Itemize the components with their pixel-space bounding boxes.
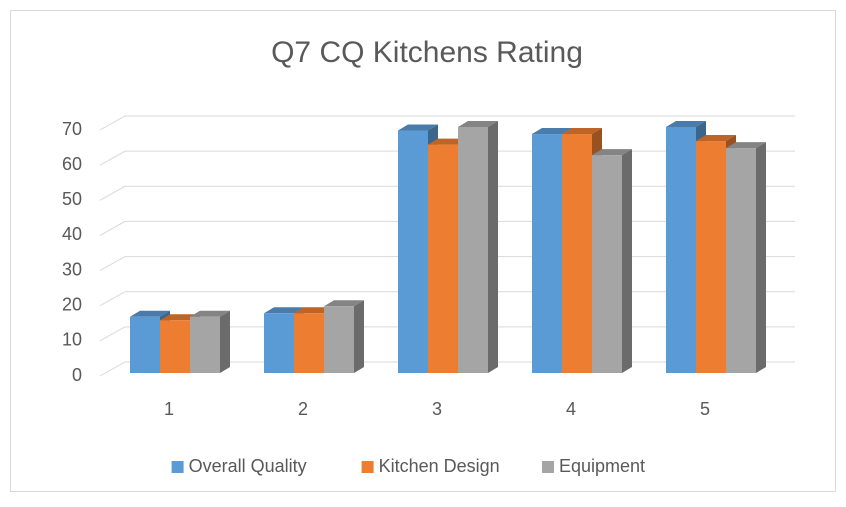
y-tick-label: 10 bbox=[62, 330, 82, 350]
x-tick-label: 3 bbox=[432, 399, 442, 419]
bar-top bbox=[264, 307, 304, 314]
bar-side bbox=[622, 149, 632, 373]
legend-label: Overall Quality bbox=[189, 456, 307, 476]
bar-side bbox=[220, 310, 230, 373]
bar-top bbox=[130, 310, 170, 317]
bar bbox=[592, 155, 622, 373]
bar bbox=[130, 316, 160, 373]
bar bbox=[726, 148, 756, 373]
y-tick-label: 60 bbox=[62, 154, 82, 174]
legend-label: Kitchen Design bbox=[379, 456, 500, 476]
y-tick-label: 50 bbox=[62, 189, 82, 209]
bar-top bbox=[398, 124, 438, 131]
bar-top bbox=[592, 149, 632, 156]
x-tick-label: 2 bbox=[298, 399, 308, 419]
chart-title: Q7 CQ Kitchens Rating bbox=[271, 36, 583, 69]
bar-top bbox=[696, 135, 736, 142]
y-tick-label: 30 bbox=[62, 259, 82, 279]
bar-side bbox=[756, 142, 766, 373]
legend-label: Equipment bbox=[559, 456, 645, 476]
bar bbox=[324, 306, 354, 373]
bar-top bbox=[666, 121, 706, 127]
bar bbox=[562, 134, 592, 373]
y-tick-label: 70 bbox=[62, 119, 82, 139]
legend-swatch bbox=[361, 461, 374, 473]
bar bbox=[696, 141, 726, 373]
x-tick-label: 4 bbox=[566, 399, 576, 419]
grid-line bbox=[99, 115, 795, 131]
bar bbox=[190, 316, 220, 373]
bar-top bbox=[562, 128, 602, 135]
legend-swatch bbox=[542, 461, 554, 473]
y-tick-label: 20 bbox=[62, 294, 82, 314]
bar bbox=[264, 313, 294, 373]
legend-swatch bbox=[171, 461, 184, 473]
bar-top bbox=[726, 142, 766, 149]
bar bbox=[458, 127, 488, 373]
bar-side bbox=[354, 300, 364, 373]
y-tick-label: 40 bbox=[62, 224, 82, 244]
bar bbox=[398, 130, 428, 373]
bar-top bbox=[532, 128, 572, 135]
bar bbox=[294, 313, 324, 373]
bar bbox=[160, 320, 190, 373]
bar-top bbox=[324, 300, 364, 307]
bar bbox=[428, 144, 458, 373]
bar-top bbox=[190, 310, 230, 317]
x-tick-label: 5 bbox=[700, 399, 710, 419]
y-tick-label: 0 bbox=[72, 365, 82, 385]
bar bbox=[666, 127, 696, 373]
bar-top bbox=[458, 121, 498, 127]
x-tick-label: 1 bbox=[164, 399, 174, 419]
bar-side bbox=[488, 121, 498, 373]
bar bbox=[532, 134, 562, 373]
